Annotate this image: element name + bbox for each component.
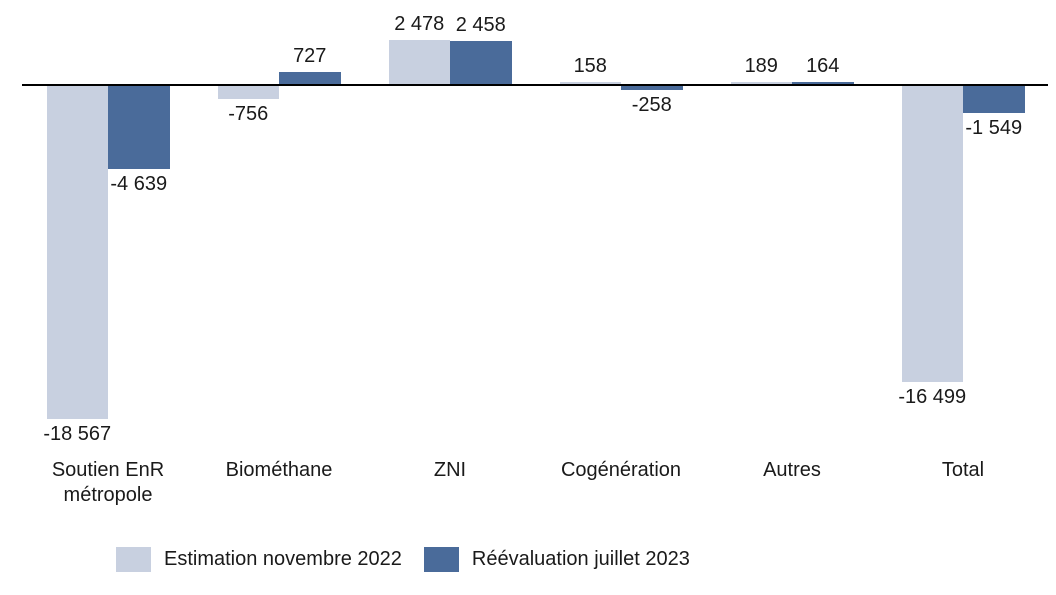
- category-label-4: Cogénération: [560, 459, 682, 481]
- bar-series1-2: [217, 85, 279, 99]
- legend-swatch-icon: [116, 547, 151, 572]
- value-label: 164: [806, 55, 840, 78]
- bar-series2-4: [621, 85, 683, 90]
- bar-series2-1: [108, 85, 170, 169]
- value-label: -1 549: [965, 116, 1023, 139]
- value-label: 727: [293, 44, 327, 67]
- bar-series2-2: [279, 71, 341, 85]
- value-label: -4 639: [110, 172, 168, 195]
- legend-swatch-icon: [423, 547, 459, 572]
- bar-series1-3: [388, 40, 450, 85]
- category-label-3: ZNI: [433, 459, 467, 481]
- bar-series1-1: [46, 85, 108, 420]
- bar-series2-6: [963, 85, 1025, 113]
- legend-entry-2: Réévaluation juillet 2023: [423, 547, 690, 572]
- value-label: 2 458: [455, 13, 506, 36]
- legend-entry-1: Estimation novembre 2022: [116, 547, 402, 572]
- bar-series1-5: [730, 81, 792, 85]
- value-label: -16 499: [898, 385, 967, 408]
- x-axis-zero-line: [22, 83, 1048, 86]
- value-label: 158: [573, 55, 607, 78]
- category-label-1: Soutien EnR métropole: [51, 459, 165, 506]
- category-label-6: Total: [941, 459, 985, 481]
- legend: Estimation novembre 2022 Réévaluation jui…: [116, 547, 712, 572]
- legend-label: Réévaluation juillet 2023: [471, 548, 690, 570]
- value-label: -18 567: [43, 423, 112, 446]
- legend-label: Estimation novembre 2022: [164, 548, 402, 570]
- value-label: 189: [744, 54, 778, 77]
- value-label: 2 478: [394, 13, 445, 36]
- value-label: -756: [228, 102, 269, 125]
- category-label-2: Biométhane: [225, 459, 333, 481]
- value-label: -258: [631, 93, 672, 116]
- category-label-5: Autres: [763, 459, 821, 481]
- bar-series2-3: [450, 40, 512, 85]
- bar-series1-6: [901, 85, 963, 382]
